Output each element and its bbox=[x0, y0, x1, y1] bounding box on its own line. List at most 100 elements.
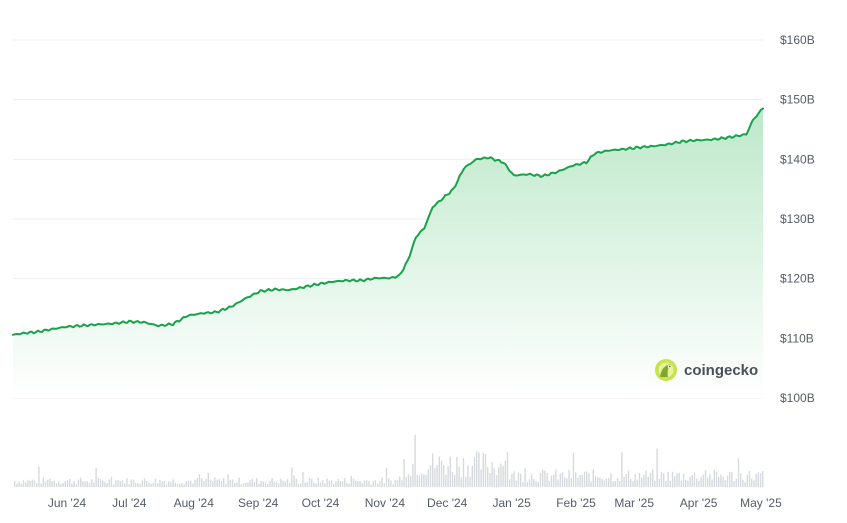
volume-bar bbox=[676, 473, 678, 487]
volume-bar bbox=[555, 469, 557, 487]
volume-bar bbox=[762, 471, 764, 487]
volume-bar bbox=[517, 472, 520, 487]
volume-bar bbox=[449, 456, 451, 487]
volume-bar bbox=[495, 475, 498, 487]
volume-bar bbox=[531, 474, 533, 487]
volume-bar bbox=[126, 478, 128, 487]
volume-bar bbox=[742, 479, 744, 487]
volume-bar bbox=[614, 481, 616, 487]
volume-bar bbox=[306, 482, 308, 487]
volume-bar bbox=[247, 482, 249, 487]
volume-bar bbox=[31, 479, 33, 487]
volume-bar bbox=[616, 478, 619, 487]
volume-bar bbox=[599, 477, 601, 487]
volume-bar bbox=[106, 482, 108, 487]
volume-bar bbox=[326, 478, 328, 487]
volume-bar bbox=[115, 480, 117, 487]
volume-bar bbox=[746, 474, 748, 487]
volume-bar bbox=[253, 482, 256, 487]
volume-bar bbox=[372, 481, 374, 487]
volume-bar bbox=[722, 476, 724, 487]
volume-bar bbox=[229, 479, 231, 487]
volume-bar bbox=[108, 479, 110, 487]
volume-bar bbox=[148, 482, 150, 487]
volume-bar bbox=[93, 482, 95, 487]
volume-bar bbox=[619, 481, 621, 487]
volume-bar bbox=[561, 471, 564, 487]
volume-bar bbox=[392, 484, 394, 487]
volume-bar bbox=[51, 481, 53, 487]
volume-bar bbox=[311, 478, 313, 487]
volume-bar bbox=[165, 484, 168, 487]
volume-bar bbox=[564, 477, 566, 487]
volume-bar bbox=[302, 472, 304, 487]
y-tick-label: $150B bbox=[780, 93, 815, 107]
volume-bar bbox=[689, 476, 691, 487]
volume-bar bbox=[654, 481, 656, 487]
x-tick-label: Sep '24 bbox=[238, 496, 279, 510]
volume-bar bbox=[88, 482, 91, 487]
volume-bar bbox=[715, 471, 718, 487]
volume-bar bbox=[700, 477, 702, 487]
volume-bar bbox=[214, 477, 216, 487]
volume-bar bbox=[533, 479, 535, 487]
volume-bar bbox=[438, 456, 440, 487]
volume-bar bbox=[577, 477, 579, 487]
volume-bar bbox=[504, 460, 506, 487]
volume-bar bbox=[86, 481, 88, 487]
volume-bar bbox=[282, 480, 284, 487]
volume-bar bbox=[258, 483, 260, 487]
x-tick-label: May '25 bbox=[740, 496, 782, 510]
y-tick-label: $140B bbox=[780, 152, 815, 166]
volume-bar bbox=[95, 467, 97, 487]
market-cap-line bbox=[12, 107, 764, 336]
volume-bar bbox=[366, 480, 368, 487]
volume-bar bbox=[458, 466, 460, 487]
volume-bar bbox=[638, 473, 641, 487]
volume-bar bbox=[636, 479, 638, 487]
volume-bar bbox=[352, 478, 355, 487]
volume-bar bbox=[726, 475, 729, 487]
volume-bar bbox=[132, 479, 135, 487]
volume-bar bbox=[489, 473, 491, 487]
volume-bar bbox=[394, 480, 396, 487]
volume-bar bbox=[289, 482, 291, 487]
volume-bar bbox=[361, 482, 363, 487]
x-tick-label: Aug '24 bbox=[174, 496, 215, 510]
volume-bar bbox=[665, 481, 667, 487]
volume-bar bbox=[154, 478, 157, 487]
volume-bar bbox=[645, 470, 647, 487]
volume-bar bbox=[130, 479, 132, 487]
volume-bar bbox=[440, 460, 443, 487]
volume-bar bbox=[135, 482, 137, 487]
y-tick-label: $160B bbox=[780, 33, 815, 47]
volume-bar bbox=[491, 462, 493, 487]
volume-bar bbox=[524, 468, 526, 487]
volume-bar bbox=[346, 482, 348, 487]
volume-bar bbox=[658, 478, 660, 487]
volume-bar bbox=[718, 476, 720, 487]
volume-bar bbox=[509, 479, 511, 487]
volume-bar bbox=[319, 482, 322, 487]
volume-bar bbox=[159, 480, 161, 487]
volume-bar bbox=[594, 476, 597, 487]
volume-bar bbox=[143, 478, 146, 487]
volume-bar bbox=[370, 484, 372, 487]
volume-bar bbox=[656, 448, 658, 487]
volume-bar bbox=[753, 480, 755, 487]
volume-bar bbox=[355, 480, 357, 487]
volume-bar bbox=[539, 473, 542, 487]
volume-bar bbox=[18, 481, 20, 487]
volume-bar bbox=[194, 479, 196, 487]
volume-bar bbox=[157, 483, 159, 487]
volume-bar bbox=[487, 467, 489, 487]
volume-bar bbox=[390, 480, 392, 487]
volume-bar bbox=[161, 481, 163, 487]
volume-bar bbox=[348, 484, 350, 487]
volume-bar bbox=[693, 472, 696, 487]
volume-bar bbox=[223, 478, 225, 487]
volume-bar bbox=[557, 479, 559, 487]
volume-bar bbox=[187, 480, 190, 487]
volume-bar bbox=[291, 467, 293, 487]
gecko-logo-icon bbox=[655, 359, 677, 381]
